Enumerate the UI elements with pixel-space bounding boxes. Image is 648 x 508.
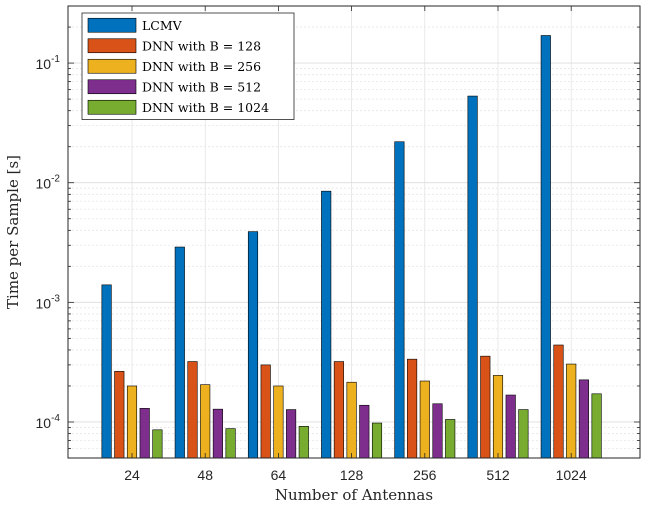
- legend: LCMV DNN with B = 128 DNN with B = 256 DNN …: [81, 12, 295, 120]
- x-tick-label: 24: [124, 467, 140, 483]
- bar: [200, 384, 211, 459]
- bar: [553, 344, 564, 459]
- y-tick-label: 10-1: [36, 54, 61, 72]
- bar: [591, 393, 602, 459]
- bar: [187, 361, 198, 459]
- bar: [492, 375, 504, 459]
- legend-swatch: [87, 17, 137, 33]
- bar: [419, 380, 430, 459]
- bar: [273, 385, 284, 459]
- bar: [298, 426, 309, 459]
- bar: [505, 394, 516, 459]
- bar: [212, 408, 223, 459]
- legend-label: DNN with B = 128: [142, 38, 261, 53]
- bars: [101, 35, 602, 459]
- x-tick-label: 64: [271, 467, 287, 483]
- bar: [578, 379, 589, 459]
- bar: [225, 428, 236, 459]
- bar: [321, 190, 332, 459]
- x-axis-title: Number of Antennas: [275, 486, 433, 504]
- legend-label: DNN with B = 512: [142, 79, 261, 94]
- x-tick-label: 128: [340, 467, 364, 483]
- bar: [152, 429, 163, 459]
- bar: [247, 231, 259, 459]
- bar: [467, 95, 478, 459]
- bar: [260, 364, 271, 459]
- bar: [139, 408, 150, 459]
- x-tick-label: 256: [413, 467, 437, 483]
- legend-label: DNN with B = 256: [142, 59, 261, 74]
- ticks: 24 48 64 128 256 512 1024 10-4 10-3 10-2 10-1: [36, 6, 640, 483]
- x-tick-label: 48: [197, 467, 213, 483]
- bar: [518, 409, 529, 459]
- legend-swatch: [87, 38, 137, 54]
- x-tick-label: 512: [486, 467, 510, 483]
- bar: [432, 403, 443, 459]
- bar: [394, 141, 405, 459]
- bar: [126, 385, 138, 459]
- bar: [371, 422, 383, 459]
- y-axis-title: Time per Sample [s]: [4, 155, 22, 309]
- legend-swatch: [87, 79, 137, 95]
- legend-swatch: [87, 99, 137, 115]
- bar: [359, 404, 370, 459]
- bar: [407, 358, 418, 459]
- bar: [480, 355, 491, 459]
- bar: [101, 284, 112, 459]
- plot-frame: [67, 5, 641, 459]
- y-tick-label: 10-3: [36, 293, 61, 311]
- legend-label: DNN with B = 1024: [142, 100, 269, 115]
- legend-swatch: [87, 58, 137, 74]
- bar: [286, 409, 297, 459]
- bar: [346, 381, 357, 459]
- bar: [540, 35, 551, 459]
- bar: [174, 246, 185, 459]
- bar: [114, 371, 125, 459]
- y-tick-label: 10-4: [36, 413, 61, 431]
- y-tick-label: 10-2: [36, 174, 61, 192]
- bar: [333, 361, 344, 459]
- x-tick-label: 1024: [556, 467, 587, 483]
- bar: [445, 419, 456, 459]
- bar: [566, 363, 577, 459]
- legend-label: LCMV: [142, 18, 183, 33]
